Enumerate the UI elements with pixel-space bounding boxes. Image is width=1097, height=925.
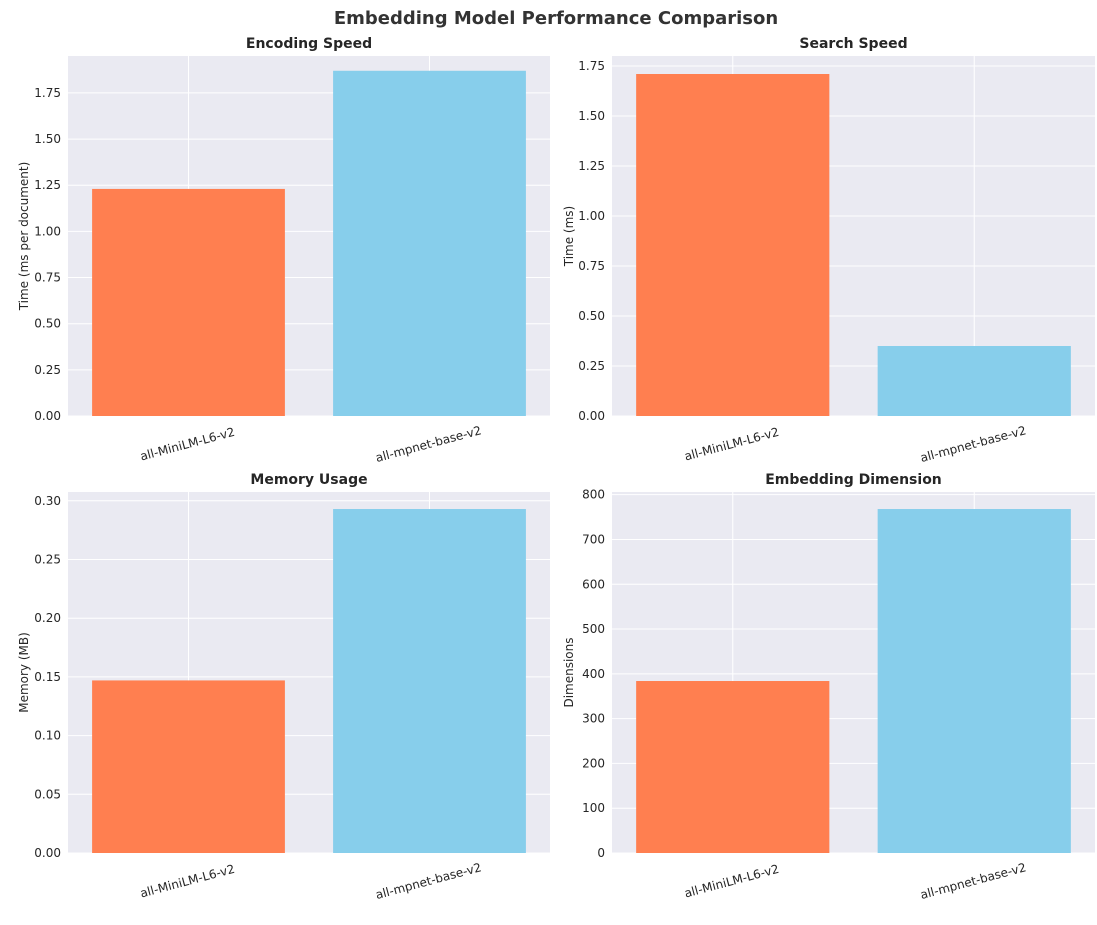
- y-tick-label: 1.50: [34, 132, 61, 146]
- x-tick-label: all-mpnet-base-v2: [919, 423, 1028, 465]
- y-tick-label: 1.00: [34, 224, 61, 238]
- y-tick-label: 0.75: [578, 259, 605, 273]
- bar-all-MiniLM-L6-v2: [636, 74, 830, 416]
- bar-all-mpnet-base-v2: [877, 346, 1071, 416]
- y-tick-label: 1.50: [578, 109, 605, 123]
- y-tick-label: 800: [582, 488, 605, 502]
- x-tick-label: all-mpnet-base-v2: [919, 860, 1028, 902]
- x-tick-label: all-MiniLM-L6-v2: [683, 425, 781, 464]
- y-tick-label: 100: [582, 801, 605, 815]
- x-tick-label: all-mpnet-base-v2: [374, 423, 483, 465]
- figure-title: Embedding Model Performance Comparison: [334, 8, 778, 29]
- y-tick-label: 1.00: [578, 209, 605, 223]
- y-tick-label: 0.30: [34, 494, 61, 508]
- y-tick-label: 200: [582, 756, 605, 770]
- y-tick-label: 0: [597, 846, 605, 860]
- bar-all-mpnet-base-v2: [333, 70, 526, 417]
- y-tick-label: 0.25: [34, 553, 61, 567]
- bar-all-MiniLM-L6-v2: [92, 188, 285, 416]
- y-tick-label: 1.25: [578, 159, 605, 173]
- y-tick-label: 0.05: [34, 787, 61, 801]
- x-tick-label: all-MiniLM-L6-v2: [139, 425, 237, 464]
- chart-panel-1: 0.00 0.25 0.50 0.75 1.00 1.25 1.50 1.75 all-Mini…: [17, 36, 550, 465]
- bar-all-MiniLM-L6-v2: [92, 680, 285, 853]
- y-tick-label: 700: [582, 532, 605, 546]
- y-tick-label: 0.75: [34, 271, 61, 285]
- chart-title: Encoding Speed: [246, 36, 372, 52]
- y-tick-label: 0.50: [578, 309, 605, 323]
- chart-title: Memory Usage: [250, 472, 367, 488]
- y-tick-label: 1.25: [34, 178, 61, 192]
- y-axis-label: Time (ms per document): [17, 162, 31, 312]
- x-tick-label: all-MiniLM-L6-v2: [683, 862, 781, 901]
- charts-grid: 0.00 0.25 0.50 0.75 1.00 1.25 1.50 1.75 all-Mini…: [17, 36, 1095, 902]
- y-axis-label: Dimensions: [562, 637, 576, 707]
- y-tick-label: 0.20: [34, 611, 61, 625]
- y-tick-label: 600: [582, 577, 605, 591]
- bar-all-mpnet-base-v2: [877, 509, 1071, 853]
- chart-panel-3: 0.00 0.05 0.10 0.15 0.20 0.25 0.30 all-MiniLM-L…: [17, 472, 550, 902]
- y-tick-label: 0.25: [578, 359, 605, 373]
- y-tick-label: 0.15: [34, 670, 61, 684]
- chart-title: Search Speed: [799, 36, 907, 52]
- y-tick-label: 0.00: [578, 409, 605, 423]
- y-tick-label: 1.75: [578, 59, 605, 73]
- x-tick-label: all-mpnet-base-v2: [374, 860, 483, 902]
- y-tick-label: 0.25: [34, 363, 61, 377]
- y-axis-label: Time (ms): [562, 206, 576, 268]
- y-tick-label: 0.00: [34, 846, 61, 860]
- y-tick-label: 300: [582, 712, 605, 726]
- x-tick-label: all-MiniLM-L6-v2: [139, 862, 237, 901]
- chart-panel-4: 0 100 200 300 400 500 600 700 800 all-MiniLM-L6-v…: [562, 472, 1095, 902]
- y-tick-label: 0.10: [34, 729, 61, 743]
- y-tick-label: 0.50: [34, 317, 61, 331]
- bar-all-MiniLM-L6-v2: [636, 681, 830, 853]
- y-tick-label: 0.00: [34, 409, 61, 423]
- chart-title: Embedding Dimension: [765, 472, 942, 488]
- y-tick-label: 500: [582, 622, 605, 636]
- chart-panel-2: 0.00 0.25 0.50 0.75 1.00 1.25 1.50 1.75 all-Mini…: [562, 36, 1095, 465]
- bar-all-mpnet-base-v2: [333, 509, 526, 853]
- y-tick-label: 1.75: [34, 86, 61, 100]
- y-axis-label: Memory (MB): [17, 632, 31, 713]
- y-tick-label: 400: [582, 667, 605, 681]
